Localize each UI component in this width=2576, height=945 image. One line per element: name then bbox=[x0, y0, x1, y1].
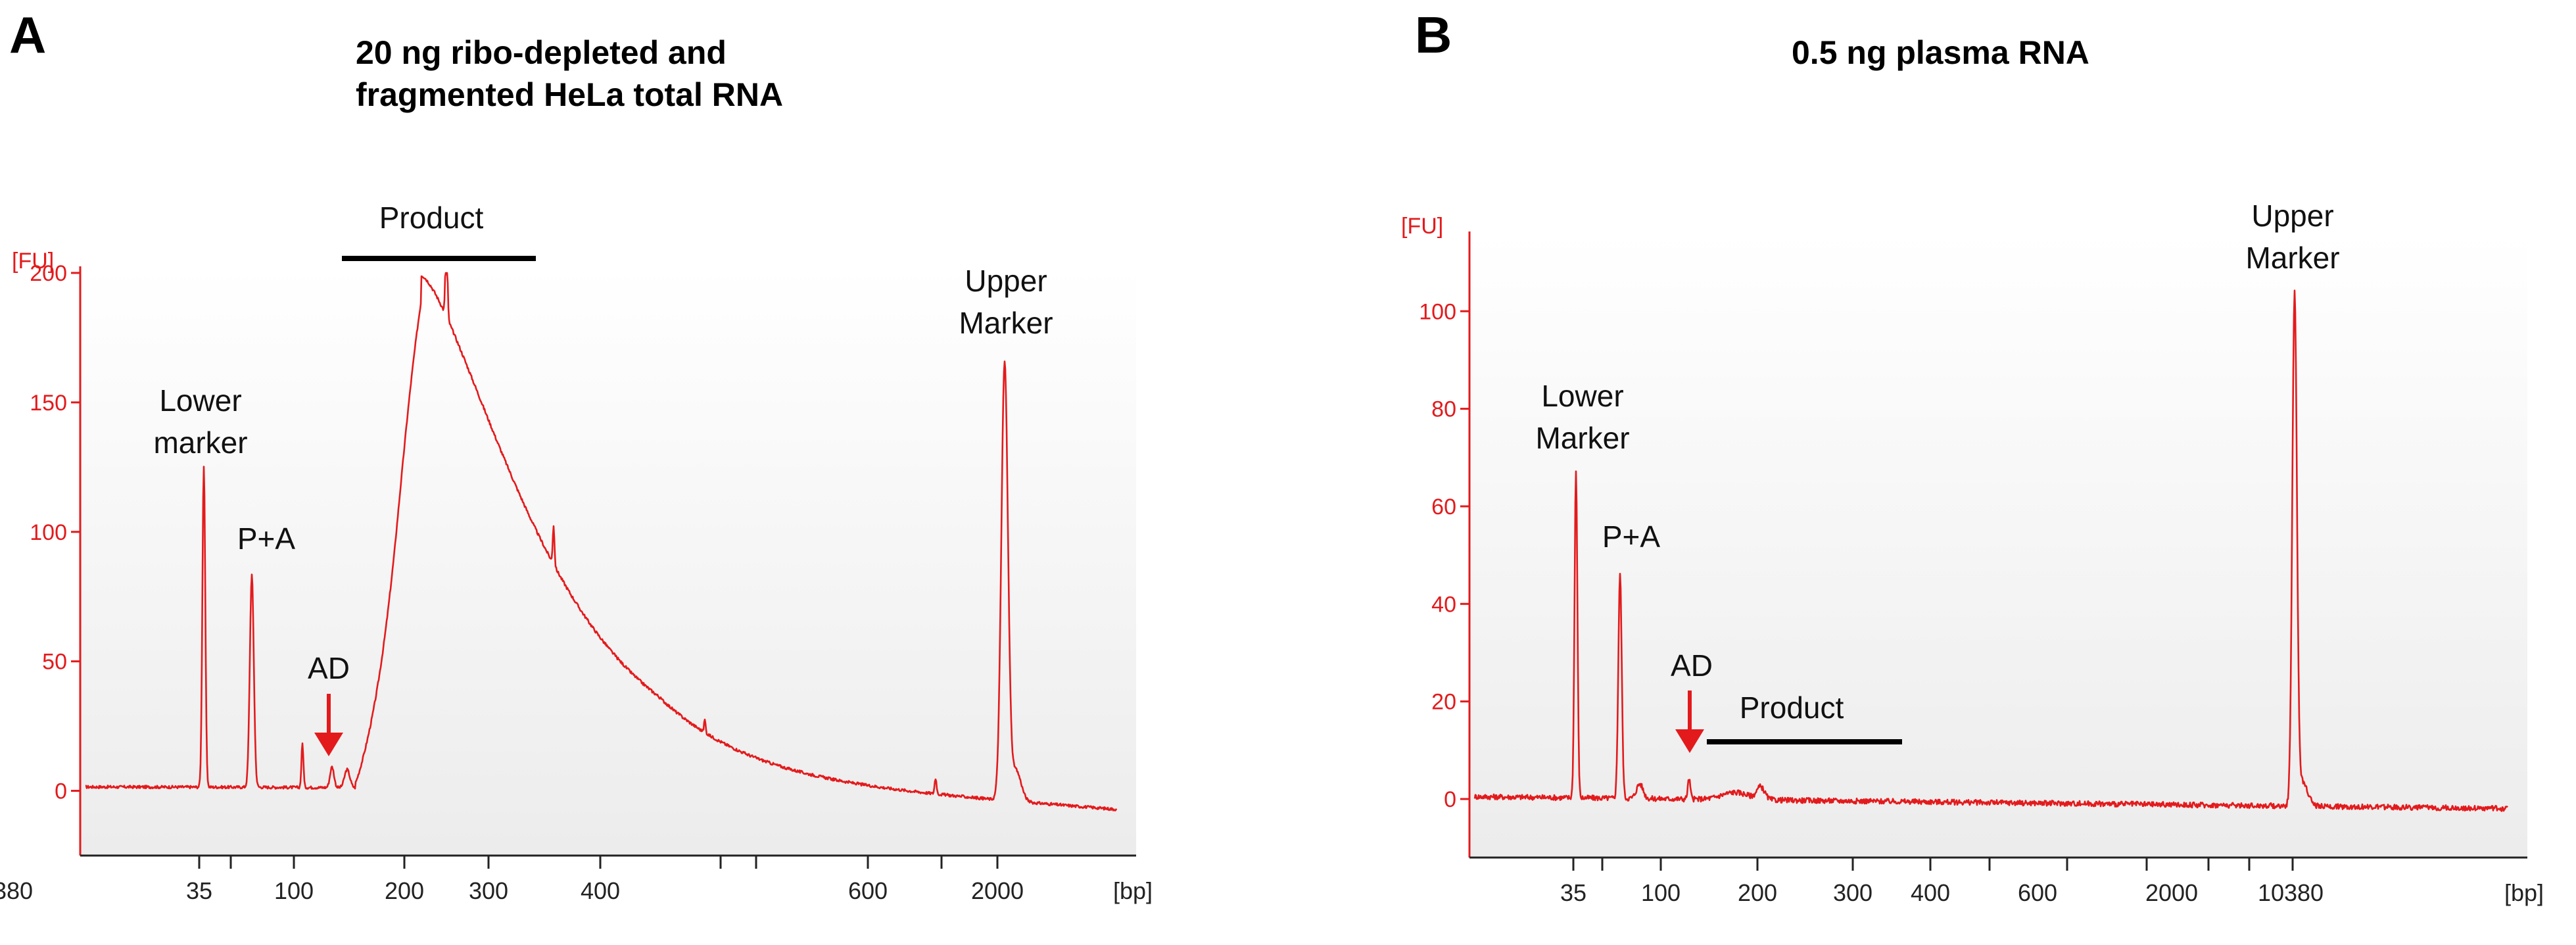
upper-marker-label: Marker bbox=[959, 306, 1053, 340]
ad-arrow-head bbox=[314, 733, 343, 756]
y-tick-label: 0 bbox=[55, 779, 67, 804]
x-tick-label: 300 bbox=[1833, 879, 1872, 906]
x-tick-label: 100 bbox=[274, 877, 314, 904]
x-tick-label: 400 bbox=[1911, 879, 1950, 906]
chart-a-title-line-1: 20 ng ribo-depleted and bbox=[356, 34, 727, 71]
x-axis-unit-label: [bp] bbox=[2504, 879, 2544, 906]
electropherogram-trace bbox=[1473, 289, 2508, 812]
y-tick-label: 20 bbox=[1431, 690, 1456, 715]
y-tick-label: 100 bbox=[1419, 299, 1456, 324]
ad-label: AD bbox=[308, 651, 350, 685]
p-a-label: P+A bbox=[1602, 520, 1661, 554]
chart-b-title-line-1: 0.5 ng plasma RNA bbox=[1792, 34, 2089, 71]
lower-marker-label: Lower bbox=[159, 383, 241, 418]
x-tick-label: 200 bbox=[385, 877, 424, 904]
y-tick-label: 200 bbox=[30, 261, 67, 286]
upper-marker-label: Upper bbox=[965, 264, 1047, 298]
y-tick-label: 0 bbox=[1444, 787, 1456, 812]
product-label: Product bbox=[379, 201, 484, 235]
panel-label-a: A bbox=[9, 6, 47, 64]
chart-a-title: 20 ng ribo-depleted and fragmented HeLa … bbox=[356, 32, 783, 116]
x-tick-label: 2000 bbox=[2145, 879, 2198, 906]
chart-b-title: 0.5 ng plasma RNA bbox=[1792, 32, 2089, 74]
chart-a-svg: [FU] 0 50 100 150 200 35 100 200 300 400 600 2000 103… bbox=[0, 201, 1153, 904]
x-tick-label: 400 bbox=[581, 877, 620, 904]
x-tick-label: 10380 bbox=[0, 877, 33, 904]
x-tick-label: 35 bbox=[186, 877, 212, 904]
x-tick-label: 200 bbox=[1738, 879, 1777, 906]
lower-marker-label: Lower bbox=[1541, 379, 1623, 413]
x-tick-label: 35 bbox=[1560, 879, 1586, 906]
x-tick-label: 600 bbox=[848, 877, 888, 904]
electropherogram-panel-a: A 20 ng ribo-depleted and fragmented HeL… bbox=[0, 6, 1153, 904]
electropherogram-panel-b: B 0.5 ng plasma RNA [FU] 0 20 40 60 80 100 35 10… bbox=[1288, 0, 2576, 945]
x-tick-label: 600 bbox=[2018, 879, 2057, 906]
y-tick-label: 150 bbox=[30, 391, 67, 416]
y-tick-label: 100 bbox=[30, 520, 67, 545]
lower-marker-label: marker bbox=[153, 425, 247, 460]
upper-marker-label: Upper bbox=[2251, 199, 2333, 233]
upper-marker-label: Marker bbox=[2245, 241, 2339, 275]
chart-a-title-line-2: fragmented HeLa total RNA bbox=[356, 76, 784, 113]
x-tick-label: 300 bbox=[469, 877, 508, 904]
y-axis-unit-label: [FU] bbox=[12, 249, 54, 274]
y-tick-label: 80 bbox=[1431, 397, 1456, 422]
x-tick-label: 2000 bbox=[971, 877, 1024, 904]
lower-marker-label: Marker bbox=[1535, 421, 1629, 455]
x-tick-label: 100 bbox=[1641, 879, 1681, 906]
y-tick-label: 50 bbox=[42, 650, 67, 675]
y-axis-unit-label: [FU] bbox=[1401, 214, 1443, 239]
p-a-label: P+A bbox=[237, 521, 296, 556]
y-tick-label: 60 bbox=[1431, 495, 1456, 520]
ad-arrow-head bbox=[1675, 729, 1704, 753]
y-tick-label: 40 bbox=[1431, 592, 1456, 617]
plot-area bbox=[1469, 233, 2527, 858]
panel-label-b: B bbox=[1415, 6, 1452, 64]
x-tick-label: 10380 bbox=[2258, 879, 2324, 906]
electropherogram-trace bbox=[85, 272, 1118, 812]
product-label: Product bbox=[1740, 691, 1844, 725]
chart-b-svg: [FU] 0 20 40 60 80 100 35 100 200 300 400 600 2000 103… bbox=[1401, 199, 2544, 906]
ad-label: AD bbox=[1671, 648, 1713, 683]
plot-area bbox=[80, 268, 1136, 856]
x-axis-unit-label: [bp] bbox=[1113, 877, 1153, 904]
